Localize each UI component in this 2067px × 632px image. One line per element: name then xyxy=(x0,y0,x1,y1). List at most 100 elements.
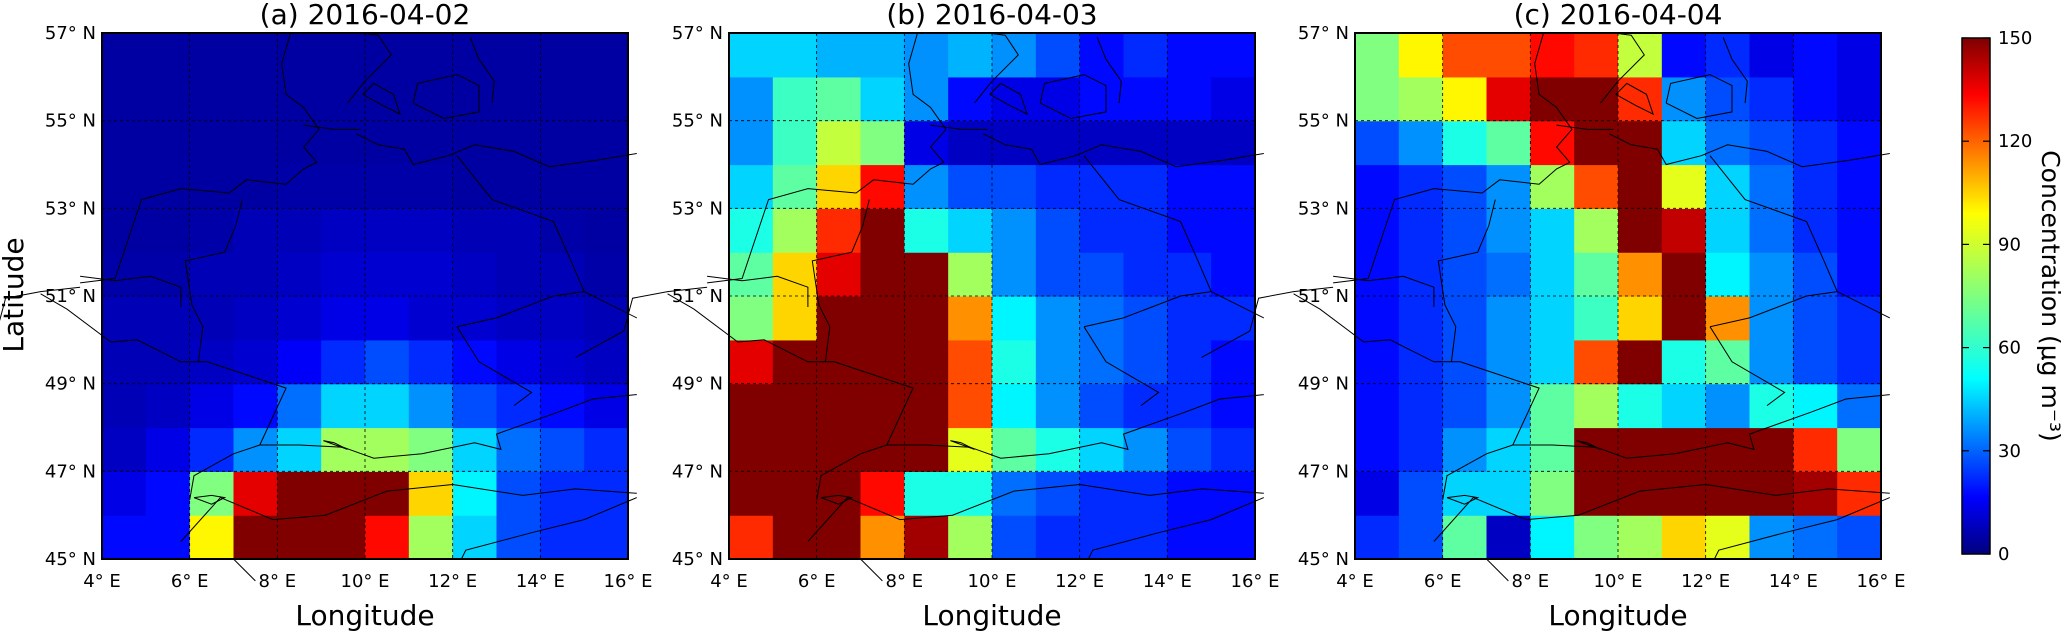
heatmap-cell xyxy=(816,383,862,429)
heatmap-cell xyxy=(1837,164,1882,209)
heatmap-cell xyxy=(189,296,235,341)
heatmap-cell xyxy=(584,33,629,78)
heatmap-cell xyxy=(1211,339,1256,385)
colorbar-tick-label: 90 xyxy=(1998,234,2021,255)
heatmap-cell xyxy=(189,120,235,166)
heatmap-cell xyxy=(584,120,629,166)
heatmap-cell xyxy=(1079,515,1125,560)
heatmap-cell xyxy=(1398,427,1444,472)
coastline-path xyxy=(1442,444,1513,500)
heatmap-cell xyxy=(1530,515,1575,560)
coastline-path xyxy=(1512,394,1890,459)
coastline-path xyxy=(189,444,260,500)
heatmap-cell xyxy=(540,120,585,166)
heatmap-cell xyxy=(1486,383,1531,429)
heatmap-cell xyxy=(816,164,862,209)
heatmap-cell xyxy=(772,164,818,209)
latitude-tick-label: 47° N xyxy=(45,461,96,482)
map-panel-b: (b) 2016-04-03 4° E 6° E 8° E 10° E 12° E 14° … xyxy=(575,0,1280,592)
heatmap-cell xyxy=(1123,76,1168,122)
heatmap-cell xyxy=(233,515,278,560)
heatmap-cell xyxy=(496,120,541,166)
heatmap-cell xyxy=(1398,515,1444,560)
heatmap-cell xyxy=(365,120,410,166)
latitude-tick-label: 55° N xyxy=(1298,111,1349,132)
heatmap-cell xyxy=(102,252,147,297)
heatmap-cell xyxy=(992,515,1037,560)
heatmap-cell xyxy=(1123,339,1168,385)
heatmap-cell xyxy=(452,383,498,429)
heatmap-cell xyxy=(321,120,366,166)
coastline xyxy=(1201,32,1891,582)
heatmap-cell xyxy=(948,383,993,429)
coastline-path xyxy=(469,37,495,104)
heatmap-cell xyxy=(1618,471,1663,516)
latitude-tick-label: 47° N xyxy=(1298,461,1349,482)
heatmap-cell xyxy=(408,252,454,297)
heatmap-cell xyxy=(365,208,410,253)
heatmap-cells xyxy=(729,33,1256,560)
coastline-path xyxy=(982,133,1264,168)
latitude-tick-label: 49° N xyxy=(672,374,723,395)
heatmap-cell xyxy=(1618,383,1663,429)
longitude-tick-label: 16° E xyxy=(604,571,653,592)
heatmap-cell xyxy=(452,515,498,560)
heatmap-cell xyxy=(904,339,949,385)
heatmap-cell xyxy=(584,252,629,297)
heatmap-cell xyxy=(1123,383,1168,429)
coastline-path xyxy=(456,326,533,406)
heatmap-cell xyxy=(729,515,774,560)
coastline-path xyxy=(1433,483,1890,542)
heatmap-cell xyxy=(189,515,235,560)
heatmap-cell xyxy=(1705,33,1751,78)
heatmap-cell xyxy=(1749,208,1794,253)
heatmap-cell xyxy=(1793,252,1838,297)
heatmap-cell xyxy=(860,164,905,209)
heatmap-cell xyxy=(729,383,774,429)
longitude-tick-label: 4° E xyxy=(1336,571,1374,592)
colorbar-gradient xyxy=(1961,37,1991,555)
heatmap-cell xyxy=(948,76,993,122)
heatmap-cell xyxy=(816,208,862,253)
heatmap-cell xyxy=(1486,33,1531,78)
coastline-path xyxy=(667,293,914,446)
graticule xyxy=(102,33,628,559)
heatmap-cell xyxy=(1123,471,1168,516)
heatmap-cell xyxy=(1123,515,1168,560)
heatmap-cell xyxy=(1530,296,1575,341)
heatmap-cell xyxy=(233,427,278,472)
y-axis-label: Latitude xyxy=(0,237,30,352)
heatmap-cell xyxy=(408,76,454,122)
heatmap-cell xyxy=(1618,427,1663,472)
heatmap-cell xyxy=(189,383,235,429)
heatmap-cell xyxy=(1749,164,1794,209)
heatmap-cell xyxy=(1705,383,1751,429)
heatmap-cell xyxy=(321,383,366,429)
heatmap-cell xyxy=(1211,471,1256,516)
heatmap-cell xyxy=(1661,76,1707,122)
heatmap-cell xyxy=(1749,383,1794,429)
coastline-path xyxy=(1709,326,1786,406)
heatmap-cell xyxy=(860,383,905,429)
heatmap-cell xyxy=(1442,33,1488,78)
heatmap-cell xyxy=(1035,471,1081,516)
heatmap-cell xyxy=(1211,208,1256,253)
heatmap-cell xyxy=(277,339,322,385)
heatmap-cell xyxy=(729,252,774,297)
heatmap-cell xyxy=(1355,515,1400,560)
latitude-tick-label: 57° N xyxy=(45,23,96,44)
heatmap-cell xyxy=(189,471,235,516)
coastline-path xyxy=(1556,124,1614,130)
heatmap-cell xyxy=(1211,296,1256,341)
heatmap-cell xyxy=(1035,252,1081,297)
heatmap-cell xyxy=(584,383,629,429)
heatmap-cell xyxy=(860,296,905,341)
heatmap-cell xyxy=(145,471,191,516)
heatmap-cell xyxy=(1442,164,1488,209)
heatmap-cell xyxy=(1705,252,1751,297)
latitude-tick-label: 55° N xyxy=(672,111,723,132)
heatmap-cell xyxy=(1442,383,1488,429)
heatmap-cell xyxy=(1123,120,1168,166)
heatmap-cell xyxy=(1574,383,1619,429)
heatmap-cell xyxy=(277,515,322,560)
